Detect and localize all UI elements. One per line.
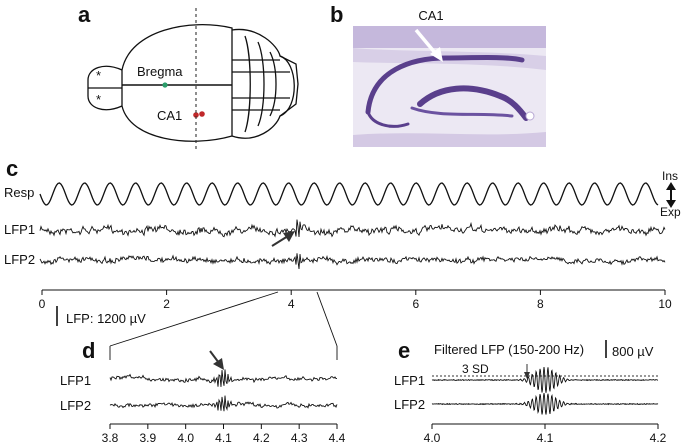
- trace-label-resp: Resp: [4, 185, 34, 200]
- time-axis-ticks-e: 4.0 4.1 4.2: [424, 424, 667, 445]
- ripple-arrow-d: [209, 350, 224, 370]
- cerebellum-lobules: [232, 59, 290, 111]
- bregma-label: Bregma: [137, 64, 183, 79]
- axis-d-tick-label-1: 3.9: [139, 431, 156, 445]
- trace-label-lfp1-c: LFP1: [4, 222, 35, 237]
- panel-label-c: c: [6, 156, 18, 181]
- ripple-arrow-c: [271, 231, 295, 247]
- ca1-site-label: CA1: [157, 108, 182, 123]
- lfp2-trace-c: [39, 253, 666, 270]
- cerebellum-outline: [231, 28, 295, 139]
- bulb-asterisk-top: *: [96, 68, 101, 83]
- axis-c-tick-label-1: 2: [163, 297, 170, 311]
- cerebellum-fold-1: [244, 35, 251, 133]
- lfp1-trace-d: [109, 369, 337, 387]
- breath-expiration-label: Exp: [660, 205, 681, 219]
- lfp2-trace-d: [109, 395, 338, 412]
- lfp2-trace-e: [431, 393, 659, 415]
- bregma-dot: [162, 82, 168, 88]
- panel-label-a: a: [78, 2, 91, 27]
- zoom-line-right: [316, 291, 338, 347]
- axis-c-tick-label-2: 4: [288, 297, 295, 311]
- threshold-label: 3 SD: [462, 362, 489, 376]
- filtered-lfp-title: Filtered LFP (150-200 Hz): [434, 342, 584, 357]
- threshold-arrow: [524, 364, 530, 379]
- axis-c-tick-label-3: 6: [412, 297, 419, 311]
- trace-label-lfp1-e: LFP1: [394, 373, 425, 388]
- axis-c-tick-label-4: 8: [537, 297, 544, 311]
- trace-label-lfp2-c: LFP2: [4, 252, 35, 267]
- bulb-asterisk-bottom: *: [96, 92, 101, 107]
- time-axis-ticks-c: 0 2 4 6 8 10: [39, 290, 672, 311]
- axis-d-tick-label-3: 4.1: [215, 431, 232, 445]
- axis-d-tick-label-5: 4.3: [291, 431, 308, 445]
- trace-label-lfp2-d: LFP2: [60, 398, 91, 413]
- axis-e-tick-label-1: 4.1: [537, 431, 554, 445]
- lfp1-trace-e: [431, 367, 659, 393]
- cerebellum-edge: [279, 55, 299, 117]
- axis-d-tick-label-0: 3.8: [102, 431, 119, 445]
- axis-e-tick-label-0: 4.0: [424, 431, 441, 445]
- ca1-site-dot-1: [193, 112, 199, 118]
- axis-e-tick-label-2: 4.2: [650, 431, 667, 445]
- zoom-line-left: [109, 291, 279, 347]
- brain-schematic: [87, 24, 299, 142]
- axis-c-tick-label-0: 0: [39, 297, 46, 311]
- axis-d-tick-label-2: 4.0: [177, 431, 194, 445]
- panel-label-d: d: [82, 338, 95, 363]
- time-axis-ticks-d: 3.8 3.9 4.0 4.1 4.2 4.3 4.4: [102, 424, 346, 445]
- axis-d-tick-label-6: 4.4: [329, 431, 346, 445]
- histology-arrow: [414, 28, 443, 62]
- histology-image: [353, 26, 546, 147]
- panel-label-b: b: [330, 2, 343, 27]
- cerebrum-outline: [121, 24, 233, 142]
- trace-label-lfp1-d: LFP1: [60, 373, 91, 388]
- trace-label-lfp2-e: LFP2: [394, 397, 425, 412]
- axis-d-tick-label-4: 4.2: [253, 431, 270, 445]
- breath-direction-arrow: [666, 182, 676, 208]
- lfp-scale-label-c: LFP: 1200 µV: [66, 311, 146, 326]
- panel-label-e: e: [398, 338, 410, 363]
- histology-title: CA1: [418, 8, 443, 23]
- lfp1-trace-c: [39, 219, 666, 238]
- axis-c-tick-label-5: 10: [658, 297, 672, 311]
- cerebellum-fold-2: [257, 41, 265, 127]
- ca1-site-dot-2: [199, 111, 205, 117]
- cerebellum-fold-3: [269, 51, 277, 117]
- lfp-scale-label-e: 800 µV: [612, 344, 654, 359]
- resp-trace: [39, 182, 659, 206]
- breath-inspiration-label: Ins: [662, 169, 678, 183]
